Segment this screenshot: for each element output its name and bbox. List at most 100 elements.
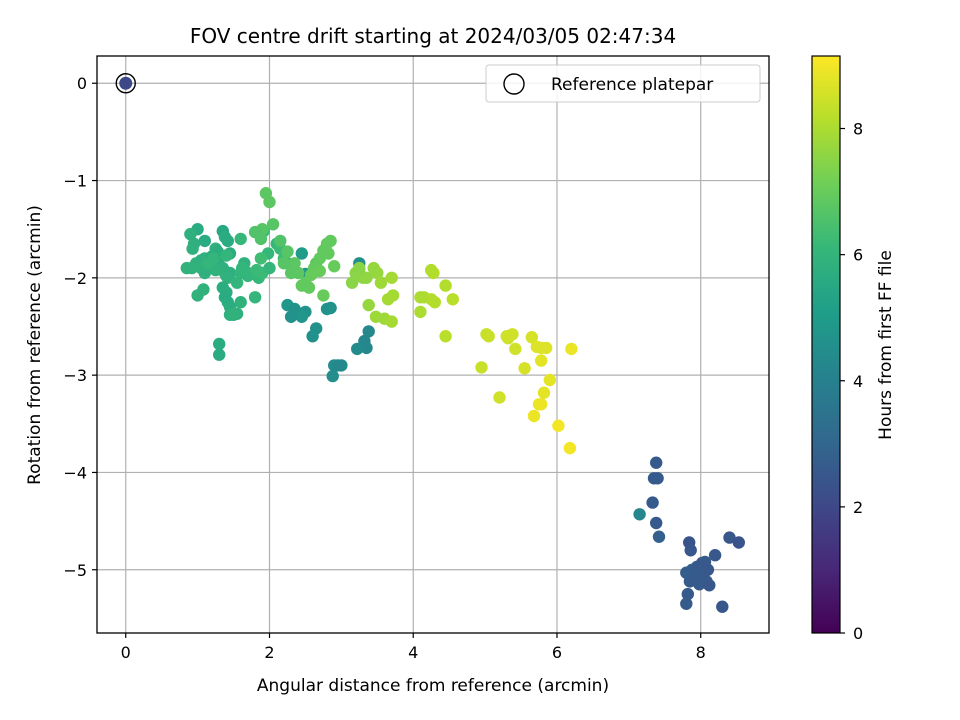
data-point: [362, 325, 375, 338]
data-point: [385, 315, 398, 328]
data-point: [518, 362, 531, 375]
legend: Reference platepar: [485, 64, 761, 103]
data-point: [446, 293, 459, 306]
data-point: [351, 342, 364, 356]
data-point: [652, 530, 666, 543]
colorbar-ticks: 0 2 4 6 8: [840, 120, 863, 643]
data-point: [306, 330, 319, 343]
data-point: [500, 330, 513, 343]
reference-ring: [115, 73, 136, 94]
x-tick-label: 2: [264, 643, 274, 662]
data-point: [266, 218, 280, 231]
x-tick-label: 8: [696, 643, 706, 662]
data-point: [428, 296, 441, 309]
data-point: [647, 472, 661, 485]
data-point: [543, 373, 556, 387]
data-point: [184, 227, 197, 241]
data-point: [263, 261, 276, 275]
data-point: [525, 331, 538, 344]
data-point: [223, 266, 237, 280]
data-point: [680, 597, 693, 610]
data-point: [288, 257, 301, 270]
data-point: [250, 263, 263, 277]
data-point: [414, 305, 427, 319]
data-point: [295, 310, 308, 323]
y-tick-label: −4: [63, 463, 87, 482]
data-point: [439, 330, 452, 343]
data-point: [369, 310, 383, 323]
data-point: [213, 337, 226, 351]
data-point: [684, 544, 697, 557]
data-point: [683, 575, 697, 588]
chart-title: FOV centre drift starting at 2024/03/05 …: [190, 24, 676, 48]
x-tick-label: 0: [121, 643, 131, 662]
data-point: [535, 354, 548, 367]
data-point: [197, 283, 210, 296]
scatter-points: [180, 187, 745, 613]
x-axis-ticks: 0 2 4 6 8: [121, 633, 706, 662]
y-tick-label: −5: [63, 561, 87, 580]
x-axis-label: Angular distance from reference (arcmin): [257, 676, 609, 696]
data-point: [328, 260, 341, 273]
reference-marker-group: [115, 73, 136, 94]
data-point: [360, 341, 373, 355]
data-point: [234, 296, 247, 309]
data-point: [690, 563, 704, 576]
data-point: [362, 298, 375, 312]
data-point: [703, 579, 716, 592]
data-point: [475, 361, 488, 374]
data-point: [313, 264, 326, 278]
data-point: [295, 247, 308, 260]
plot-frame: [96, 55, 770, 634]
y-tick-label: −2: [63, 269, 87, 288]
data-point: [650, 456, 663, 469]
data-point: [493, 391, 506, 404]
data-point: [324, 234, 337, 248]
colorbar-frame: [811, 55, 841, 634]
data-point: [186, 242, 199, 255]
data-point: [254, 252, 268, 265]
data-point: [277, 257, 291, 270]
data-point: [263, 195, 276, 209]
data-point: [326, 369, 339, 383]
data-point: [317, 289, 330, 302]
y-axis-ticks: 0 −1 −2 −3 −4 −5: [63, 74, 97, 580]
reference-point: [119, 76, 133, 90]
data-point: [221, 234, 234, 248]
data-point: [650, 516, 663, 530]
data-point: [563, 441, 577, 455]
data-point: [633, 508, 646, 521]
y-tick-label: −1: [63, 172, 87, 191]
data-point: [646, 496, 659, 509]
data-point: [552, 419, 565, 432]
data-point: [385, 271, 398, 284]
legend-marker-circle-icon: [503, 73, 525, 95]
y-axis-label: Rotation from reference (arcmin): [25, 205, 45, 485]
data-point: [708, 549, 722, 562]
data-point: [241, 269, 255, 283]
data-point: [371, 266, 384, 280]
data-point: [723, 531, 736, 544]
colorbar-tick-label: 4: [853, 372, 863, 391]
data-point: [482, 330, 495, 343]
data-point: [345, 276, 359, 289]
y-tick-label: 0: [77, 74, 87, 93]
colorbar: 0 2 4 6 8 Hours from first FF file: [811, 55, 896, 643]
colorbar-tick-label: 2: [853, 498, 863, 517]
data-point: [386, 289, 400, 302]
data-point: [284, 266, 298, 280]
data-point: [681, 587, 694, 601]
data-point: [331, 359, 344, 372]
data-point: [509, 342, 522, 356]
data-point: [540, 341, 553, 355]
data-point: [248, 291, 262, 304]
data-point: [439, 279, 452, 292]
data-point: [230, 276, 244, 289]
colorbar-tick-label: 0: [853, 624, 863, 643]
data-point: [349, 266, 362, 280]
x-tick-label: 4: [408, 643, 418, 662]
x-tick-label: 6: [552, 643, 562, 662]
data-point: [732, 536, 745, 549]
data-point: [227, 307, 240, 320]
